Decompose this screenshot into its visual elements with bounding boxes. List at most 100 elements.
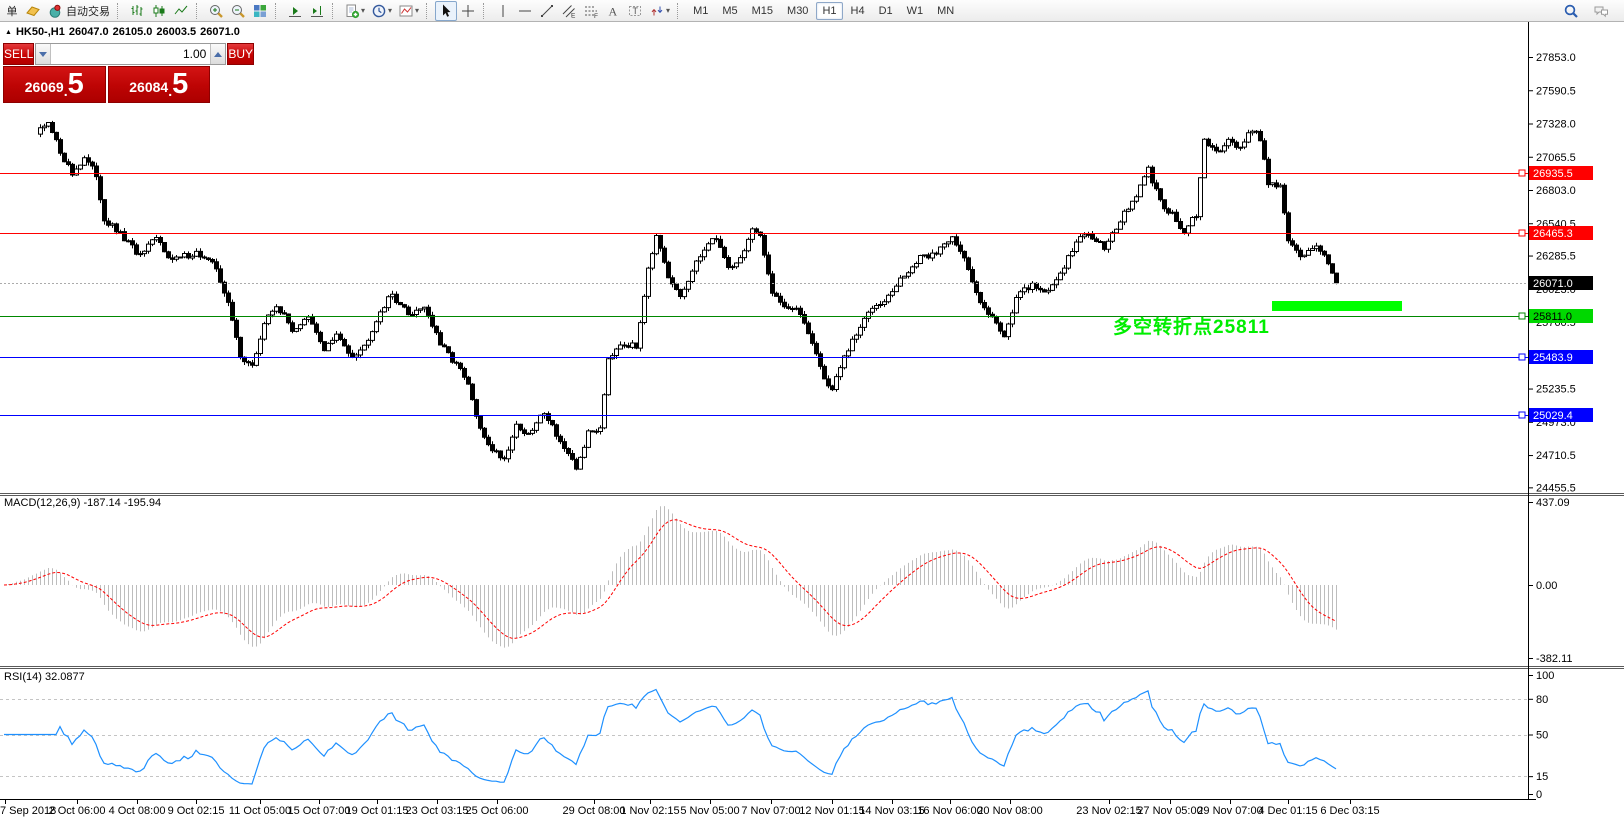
templates-button[interactable]: ▾: [395, 1, 422, 21]
svg-text:4 Oct 08:00: 4 Oct 08:00: [109, 805, 166, 817]
timeframe-w1-button[interactable]: W1: [906, 4, 924, 17]
svg-text:25811.0: 25811.0: [1533, 311, 1572, 323]
search-icon: [1563, 3, 1579, 19]
svg-text:-382.11: -382.11: [1536, 653, 1573, 665]
timeframe-m15-button[interactable]: M15: [751, 4, 774, 17]
chart-symbol-period: HK50-,H1: [15, 26, 65, 38]
crosshair-tool-button[interactable]: [457, 1, 479, 21]
new-order-button[interactable]: [22, 1, 44, 21]
svg-text:26071.0: 26071.0: [1533, 278, 1573, 290]
svg-text:15 Oct 07:00: 15 Oct 07:00: [288, 805, 351, 817]
autotrading-button[interactable]: 自动交易: [44, 1, 113, 21]
toolbar-separator: [426, 2, 432, 19]
autotrading-button-label: 自动交易: [66, 5, 110, 18]
buy-price-dot: .: [168, 83, 173, 99]
svg-text:12 Nov 01:15: 12 Nov 01:15: [799, 805, 864, 817]
new-order-label-text: 单: [6, 5, 18, 18]
order-ticket-icon: [25, 3, 41, 19]
text-icon: A: [605, 3, 621, 19]
new-order-label[interactable]: 单: [2, 1, 22, 21]
text-label-tool-button[interactable]: T: [624, 1, 646, 21]
volume-increase-button[interactable]: [210, 44, 226, 64]
one-click-trading-panel: SELL BUY 26069.5 26084.5: [3, 43, 255, 103]
sell-price-pip: 5: [67, 68, 84, 100]
volume-decrease-button[interactable]: [36, 44, 52, 64]
timeframe-m30-button[interactable]: M30: [787, 4, 809, 17]
svg-text:0.00: 0.00: [1536, 580, 1557, 592]
candlestick-chart-icon: [151, 3, 167, 19]
svg-text:E: E: [571, 12, 576, 19]
zoom-out-button[interactable]: [227, 1, 249, 21]
cursor-tool-button[interactable]: [435, 0, 458, 21]
new-chart-button[interactable]: ▾: [341, 1, 368, 21]
channel-tool-button[interactable]: E: [558, 1, 580, 21]
sell-button[interactable]: SELL: [3, 43, 35, 65]
svg-text:26465.3: 26465.3: [1533, 228, 1573, 240]
buy-price-display[interactable]: 26084. 5: [107, 66, 210, 103]
fibonacci-tool-button[interactable]: F: [580, 1, 602, 21]
text-label-icon: T: [627, 3, 643, 19]
dropdown-arrow-icon: ▾: [388, 6, 393, 15]
horizontal-line-tool-button[interactable]: [514, 1, 536, 21]
chart-candles-button[interactable]: [148, 1, 170, 21]
zoom-in-button[interactable]: [205, 1, 227, 21]
toolbar-separator: [483, 2, 489, 19]
up-arrow-icon: [214, 51, 223, 57]
zoom-in-icon: [208, 3, 224, 19]
template-icon: [398, 3, 414, 19]
toolbar-separator: [117, 2, 123, 19]
chart-line-button[interactable]: [170, 1, 192, 21]
search-button[interactable]: [1560, 1, 1582, 21]
svg-text:F: F: [594, 13, 598, 19]
svg-text:27328.0: 27328.0: [1536, 119, 1576, 131]
svg-text:50: 50: [1536, 730, 1548, 742]
timeframe-h4-button[interactable]: H4: [850, 4, 865, 17]
periods-button[interactable]: ▾: [368, 1, 395, 21]
sell-price-display[interactable]: 26069. 5: [3, 66, 106, 103]
timeframe-m1-button[interactable]: M1: [693, 4, 709, 17]
tile-windows-button[interactable]: [249, 1, 271, 21]
chart-bars-button[interactable]: [126, 1, 148, 21]
auto-scroll-button[interactable]: [284, 1, 306, 21]
volume-input[interactable]: [51, 44, 211, 64]
toolbar-separator: [275, 2, 281, 19]
svg-text:24710.5: 24710.5: [1536, 450, 1576, 462]
svg-text:9 Oct 02:15: 9 Oct 02:15: [168, 805, 225, 817]
trendline-tool-button[interactable]: [536, 1, 558, 21]
collapse-arrow-icon[interactable]: ▲: [5, 29, 12, 36]
toolbar-right: [1560, 1, 1624, 21]
chart-ohlc-header: ▲ HK50-,H1 26047.0 26105.0 26003.5 26071.0: [5, 26, 244, 38]
svg-text:26803.0: 26803.0: [1536, 185, 1576, 197]
buy-button[interactable]: BUY: [227, 43, 255, 65]
line-chart-icon: [173, 3, 189, 19]
svg-text:25029.4: 25029.4: [1533, 410, 1573, 422]
arrow-objects-icon: [649, 3, 665, 19]
arrows-tool-button[interactable]: ▾: [646, 1, 673, 21]
chart-shift-button[interactable]: [306, 1, 328, 21]
svg-text:19 Oct 01:15: 19 Oct 01:15: [346, 805, 409, 817]
timeframe-h1-button[interactable]: H1: [816, 1, 843, 20]
vertical-line-tool-button[interactable]: [492, 1, 514, 21]
timeframe-d1-button[interactable]: D1: [878, 4, 893, 17]
svg-text:14 Nov 03:15: 14 Nov 03:15: [859, 805, 924, 817]
buy-price-main: 26084: [129, 79, 169, 95]
svg-text:6 Dec 03:15: 6 Dec 03:15: [1320, 805, 1379, 817]
chat-button[interactable]: [1590, 1, 1612, 21]
svg-text:1 Nov 02:15: 1 Nov 02:15: [620, 805, 679, 817]
timeframe-mn-button[interactable]: MN: [937, 4, 955, 17]
toolbar: 单 自动交易 ▾ ▾ ▾ E F A T ▾ M1 M5 M15 M30 H1 H4 D1 W1 MN: [0, 0, 1624, 22]
svg-text:27853.0: 27853.0: [1536, 52, 1576, 64]
fibonacci-icon: F: [583, 3, 599, 19]
svg-text:0: 0: [1536, 789, 1542, 801]
svg-text:437.09: 437.09: [1536, 497, 1570, 509]
bar-chart-icon: [129, 3, 145, 19]
svg-text:25235.5: 25235.5: [1536, 384, 1576, 396]
ohlc-open: 26047.0: [68, 26, 109, 38]
svg-text:25483.9: 25483.9: [1533, 352, 1573, 364]
horizontal-line-icon: [517, 3, 533, 19]
new-chart-icon: [344, 3, 360, 19]
text-tool-button[interactable]: A: [602, 1, 624, 21]
down-arrow-icon: [39, 51, 48, 57]
timeframe-m5-button[interactable]: M5: [722, 4, 738, 17]
